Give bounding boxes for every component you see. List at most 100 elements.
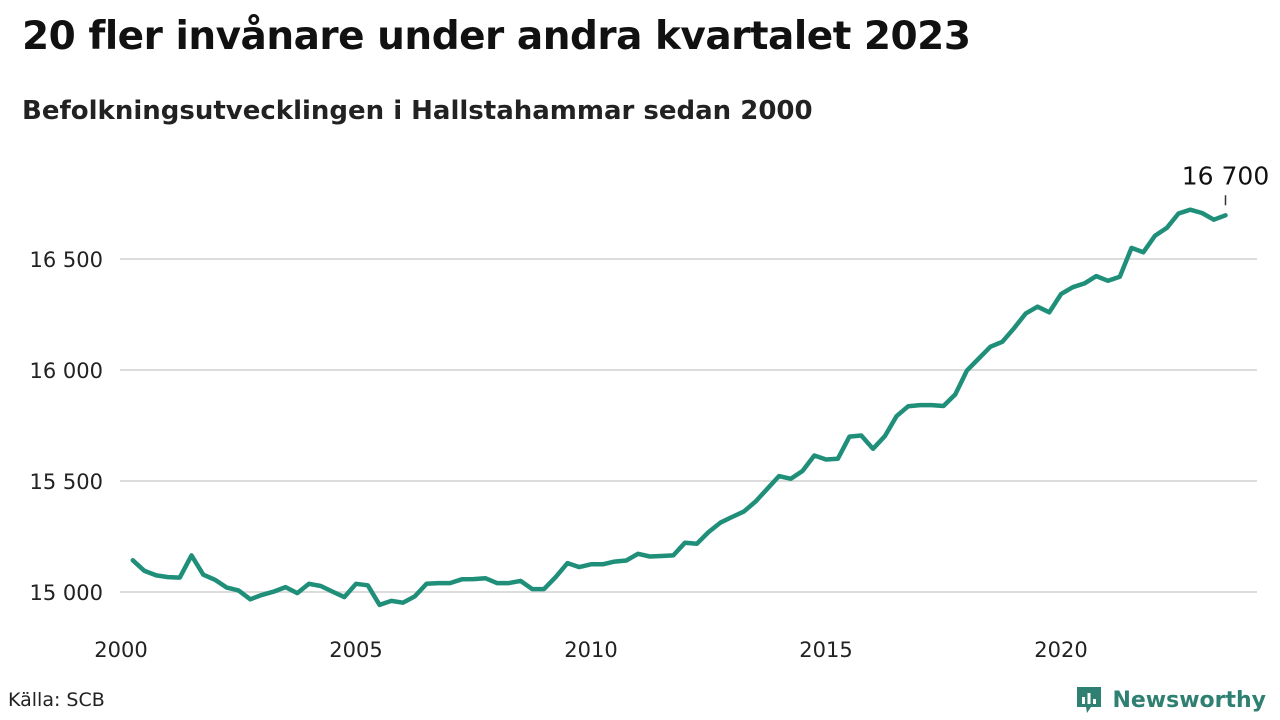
data-point <box>1118 275 1122 279</box>
data-point <box>1082 281 1086 285</box>
y-tick-label: 15 000 <box>30 581 103 605</box>
data-point <box>236 588 240 592</box>
data-point <box>883 434 887 438</box>
brand-logo[interactable]: Newsworthy <box>1074 683 1266 717</box>
data-point <box>753 499 757 503</box>
data-point <box>1165 226 1169 230</box>
data-point <box>283 585 287 589</box>
data-point <box>988 345 992 349</box>
data-point <box>1176 211 1180 215</box>
data-point <box>671 553 675 557</box>
data-point <box>836 457 840 461</box>
data-point <box>225 585 229 589</box>
x-tick-label: 2015 <box>799 638 852 662</box>
data-point <box>1047 310 1051 314</box>
data-point <box>354 582 358 586</box>
data-point <box>742 509 746 513</box>
data-point <box>730 515 734 519</box>
data-point <box>272 589 276 593</box>
data-point <box>307 582 311 586</box>
data-point <box>977 356 981 360</box>
data-point <box>859 433 863 437</box>
data-point <box>483 576 487 580</box>
data-point <box>706 530 710 534</box>
data-point <box>765 487 769 491</box>
data-point <box>260 593 264 597</box>
data-point <box>777 474 781 478</box>
data-point <box>1223 213 1227 217</box>
data-point <box>589 562 593 566</box>
data-point <box>542 587 546 591</box>
data-point <box>636 552 640 556</box>
data-point <box>941 404 945 408</box>
line-chart: 15 000 15 500 16 000 16 500 2000 2005 2010 201… <box>30 161 1270 662</box>
data-point <box>1035 305 1039 309</box>
series-layer <box>130 207 1228 608</box>
data-point <box>413 594 417 598</box>
y-tick-label: 15 500 <box>30 470 103 494</box>
data-point <box>1071 285 1075 289</box>
data-point <box>189 553 193 557</box>
data-point <box>424 582 428 586</box>
data-point <box>1188 208 1192 212</box>
data-point <box>330 589 334 593</box>
data-point <box>554 575 558 579</box>
data-point <box>389 599 393 603</box>
data-point <box>1106 279 1110 283</box>
data-point <box>448 581 452 585</box>
annotation-layer: 16 700 <box>1182 161 1269 206</box>
data-point <box>495 581 499 585</box>
annotation-label: 16 700 <box>1182 161 1269 190</box>
data-point <box>295 591 299 595</box>
data-point <box>401 601 405 605</box>
y-tick-label: 16 000 <box>30 359 103 383</box>
data-point <box>460 577 464 581</box>
data-point <box>800 469 804 473</box>
data-point <box>366 583 370 587</box>
x-axis-tick-labels: 2000 2005 2010 2015 2020 <box>94 638 1087 662</box>
data-point <box>871 447 875 451</box>
series-line-population <box>130 207 1228 608</box>
data-point <box>178 575 182 579</box>
data-point <box>718 521 722 525</box>
data-point <box>1129 246 1133 250</box>
data-point <box>1059 292 1063 296</box>
data-point <box>789 477 793 481</box>
data-point <box>142 569 146 573</box>
data-point <box>1000 340 1004 344</box>
data-point <box>930 403 934 407</box>
data-point <box>824 457 828 461</box>
data-point <box>953 392 957 396</box>
data-point <box>436 581 440 585</box>
data-point <box>1212 218 1216 222</box>
data-point <box>965 368 969 372</box>
x-tick-label: 2000 <box>94 638 147 662</box>
data-point <box>1094 274 1098 278</box>
y-tick-label: 16 500 <box>30 248 103 272</box>
y-axis-tick-labels: 15 000 15 500 16 000 16 500 <box>30 248 103 605</box>
data-point <box>377 603 381 607</box>
data-point <box>471 577 475 581</box>
data-point <box>683 541 687 545</box>
data-point <box>1200 211 1204 215</box>
x-tick-label: 2005 <box>329 638 382 662</box>
x-tick-label: 2010 <box>564 638 617 662</box>
data-point <box>918 403 922 407</box>
x-tick-label: 2020 <box>1034 638 1087 662</box>
data-point <box>612 559 616 563</box>
data-point <box>1024 311 1028 315</box>
data-point <box>659 554 663 558</box>
data-point <box>507 581 511 585</box>
data-point <box>518 579 522 583</box>
data-point <box>812 453 816 457</box>
grid-lines <box>120 258 1257 593</box>
data-point <box>201 573 205 577</box>
data-point <box>847 434 851 438</box>
data-point <box>248 597 252 601</box>
data-point <box>894 414 898 418</box>
newsworthy-logo-icon <box>1077 687 1102 713</box>
data-point <box>213 578 217 582</box>
data-point <box>1153 234 1157 238</box>
data-point <box>1012 326 1016 330</box>
data-point <box>131 558 135 562</box>
